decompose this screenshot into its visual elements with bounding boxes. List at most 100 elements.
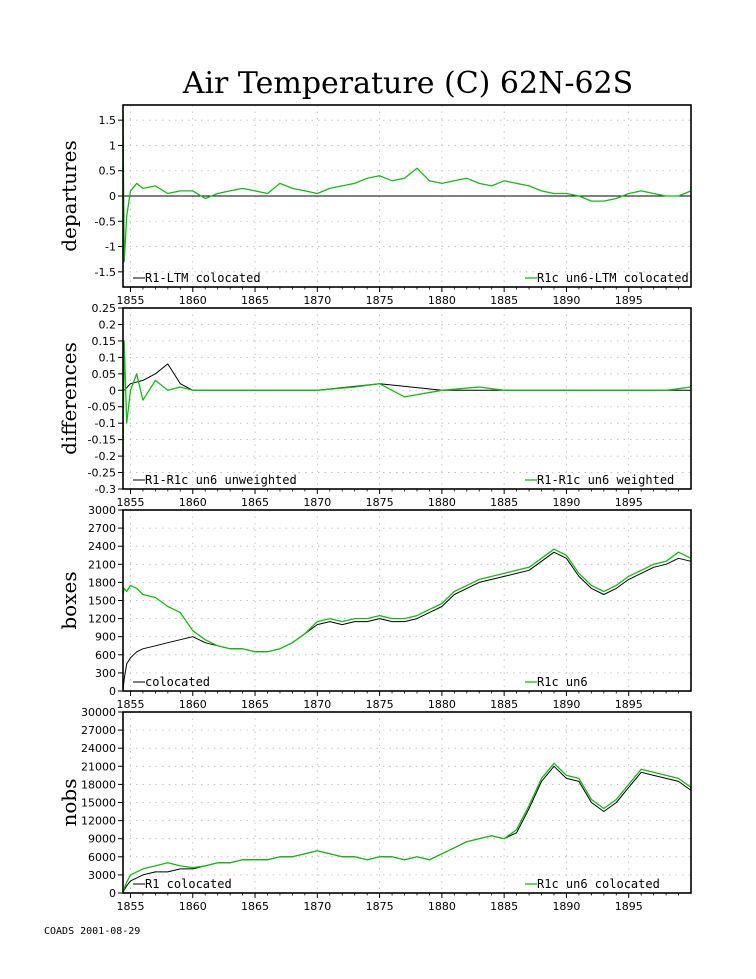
panel-nobs: 1855 1860 1865 1870 1875 1880 1885 1890 1895 3000… <box>57 706 692 913</box>
x-tick-label: 1885 <box>490 294 518 307</box>
y-tick-label: 2400 <box>88 540 116 553</box>
x-tick-label: 1870 <box>303 900 331 913</box>
y-tick-label: 0 <box>109 685 116 698</box>
y-tick-label: 1800 <box>88 576 116 589</box>
y-tick-label: 0.5 <box>99 165 117 178</box>
y-tick-label: 1500 <box>88 595 116 608</box>
x-tick-label: 1890 <box>552 698 580 711</box>
legend-label-r1: R1 colocated <box>145 877 232 891</box>
y-tick-label: 900 <box>95 631 116 644</box>
x-tick-label: 1870 <box>303 294 331 307</box>
x-tick-label: 1895 <box>615 900 643 913</box>
x-tick-label: 1875 <box>366 698 394 711</box>
footer-label: COADS 2001-08-29 <box>44 926 140 937</box>
series-line-r1c <box>122 115 692 263</box>
series-line-r1 <box>122 765 692 894</box>
series-line-r1c <box>122 548 692 653</box>
legend-label-r1c: R1c un6 <box>537 675 588 689</box>
x-tick-label: 1860 <box>179 496 207 509</box>
plot-frame <box>122 711 692 894</box>
y-tick-label: -0.3 <box>95 483 116 496</box>
x-tick-label: 1880 <box>428 294 456 307</box>
panel-departures: 1855 1860 1865 1870 1875 1880 1885 1890 1895 1.5 1… <box>57 104 692 307</box>
y-tick-label: -0.5 <box>95 215 116 228</box>
y-tick-label: 3000 <box>88 869 116 882</box>
x-tick-label: 1865 <box>241 900 269 913</box>
legend-label-r1: colocated <box>145 675 210 689</box>
x-tick-label: 1860 <box>179 294 207 307</box>
y-tick-label: -0.1 <box>95 417 116 430</box>
y-axis-label: differences <box>57 342 81 455</box>
x-tick-label: 1865 <box>241 294 269 307</box>
y-axis-label: boxes <box>57 571 81 629</box>
y-axis-label: departures <box>57 140 81 252</box>
legend-label-r1: R1-R1c un6 unweighted <box>145 473 297 487</box>
x-tick-label: 1865 <box>241 496 269 509</box>
y-tick-label: 0 <box>109 384 116 397</box>
x-tick-label: 1895 <box>615 698 643 711</box>
series-line-r1 <box>123 363 691 391</box>
y-tick-label: 21000 <box>81 760 116 773</box>
y-tick-label: 1 <box>109 139 116 152</box>
y-tick-label: 12000 <box>81 815 116 828</box>
y-tick-label: -1.5 <box>95 266 116 279</box>
y-tick-label: 3000 <box>88 504 116 517</box>
x-tick-label: 1885 <box>490 496 518 509</box>
x-tick-label: 1880 <box>428 698 456 711</box>
y-tick-label: 0.15 <box>92 335 117 348</box>
y-tick-label: 0 <box>109 190 116 203</box>
x-tick-label: 1855 <box>116 294 144 307</box>
x-tick-label: 1855 <box>116 900 144 913</box>
y-tick-label: 0 <box>109 887 116 900</box>
x-tick-label: 1855 <box>116 496 144 509</box>
y-tick-label: 1.5 <box>99 114 117 127</box>
x-tick-label: 1890 <box>552 900 580 913</box>
y-tick-label: 15000 <box>81 797 116 810</box>
y-tick-label: 0.05 <box>92 368 117 381</box>
x-tick-label: 1870 <box>303 496 331 509</box>
y-axis-label: nobs <box>57 779 81 827</box>
y-tick-label: 18000 <box>81 778 116 791</box>
y-tick-label: -0.2 <box>95 450 116 463</box>
panel-boxes: 1855 1860 1865 1870 1875 1880 1885 1890 18953000… <box>57 504 692 711</box>
panel-differences: 1855 1860 1865 1870 1875 1880 1885 1890 1895 0.25… <box>57 302 692 509</box>
x-tick-label: 1855 <box>116 698 144 711</box>
y-tick-label: -0.15 <box>88 434 116 447</box>
y-tick-label: 600 <box>95 649 116 662</box>
legend-label-r1c: R1c un6 colocated <box>537 877 660 891</box>
x-tick-label: 1865 <box>241 698 269 711</box>
x-tick-label: 1875 <box>366 900 394 913</box>
series-line-r1 <box>122 551 692 692</box>
y-tick-label: 27000 <box>81 724 116 737</box>
plot-frame <box>122 509 692 692</box>
series-line-r1c <box>122 762 692 894</box>
x-tick-label: 1895 <box>615 496 643 509</box>
series-line-r1c <box>122 340 692 457</box>
x-tick-label: 1875 <box>366 294 394 307</box>
y-tick-label: 0.1 <box>99 351 117 364</box>
y-tick-label: -0.25 <box>88 467 116 480</box>
plot-frame <box>122 104 692 288</box>
y-tick-label: 0.25 <box>92 302 117 315</box>
x-tick-label: 1895 <box>615 294 643 307</box>
x-tick-label: 1890 <box>552 496 580 509</box>
y-tick-label: 30000 <box>81 706 116 719</box>
chart-title: Air Temperature (C) 62N-62S <box>182 66 633 101</box>
y-tick-label: 9000 <box>88 833 116 846</box>
x-tick-label: 1890 <box>552 294 580 307</box>
y-tick-label: 2100 <box>88 558 116 571</box>
x-tick-label: 1860 <box>179 900 207 913</box>
x-tick-label: 1870 <box>303 698 331 711</box>
y-tick-label: 0.2 <box>99 318 117 331</box>
x-tick-label: 1885 <box>490 900 518 913</box>
x-tick-label: 1875 <box>366 496 394 509</box>
x-tick-label: 1860 <box>179 698 207 711</box>
x-tick-label: 1880 <box>428 900 456 913</box>
y-tick-label: -0.05 <box>88 401 116 414</box>
y-tick-label: 1200 <box>88 613 116 626</box>
legend-label-r1c: R1-R1c un6 weighted <box>537 473 674 487</box>
legend-label-r1c: R1c un6-LTM colocated <box>537 271 689 285</box>
x-tick-label: 1880 <box>428 496 456 509</box>
y-tick-label: 24000 <box>81 742 116 755</box>
